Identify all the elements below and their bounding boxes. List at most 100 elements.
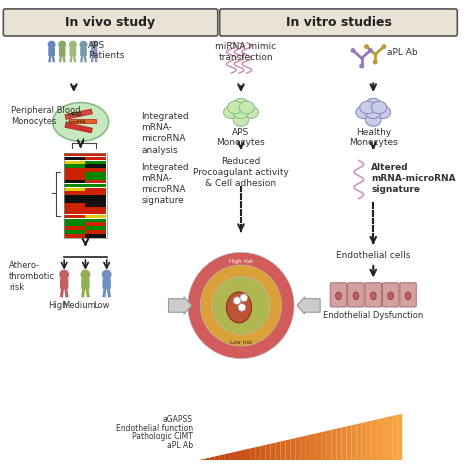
Bar: [64, 176, 85, 180]
Polygon shape: [235, 451, 240, 460]
Bar: [85, 222, 106, 226]
Text: Athero-
thrombotic
risk: Athero- thrombotic risk: [9, 261, 55, 292]
FancyBboxPatch shape: [365, 283, 382, 307]
Text: aPL Ab: aPL Ab: [387, 48, 418, 57]
Circle shape: [360, 64, 364, 68]
Text: Medium: Medium: [62, 300, 96, 310]
Polygon shape: [382, 417, 387, 460]
Circle shape: [91, 41, 97, 48]
Bar: [64, 164, 85, 168]
Bar: [85, 180, 106, 183]
Bar: [64, 172, 85, 176]
Polygon shape: [291, 438, 296, 460]
Bar: [85, 226, 106, 230]
Polygon shape: [270, 443, 275, 460]
Polygon shape: [204, 458, 210, 460]
Text: In vivo study: In vivo study: [65, 16, 155, 29]
Bar: [85, 211, 106, 214]
Ellipse shape: [388, 292, 393, 300]
Circle shape: [60, 271, 68, 279]
Bar: [64, 226, 85, 230]
Bar: [64, 157, 85, 161]
FancyBboxPatch shape: [48, 47, 55, 56]
Polygon shape: [392, 415, 397, 460]
Text: miRNA mimic
transfection: miRNA mimic transfection: [215, 42, 276, 62]
FancyBboxPatch shape: [59, 47, 65, 56]
Bar: [64, 195, 85, 199]
Ellipse shape: [336, 292, 341, 300]
Polygon shape: [311, 433, 316, 460]
Circle shape: [351, 49, 355, 52]
Text: Integrated
mRNA-
microRNA
analysis: Integrated mRNA- microRNA analysis: [141, 112, 189, 154]
Polygon shape: [362, 422, 367, 460]
FancyBboxPatch shape: [219, 9, 457, 36]
FancyBboxPatch shape: [91, 47, 98, 56]
Polygon shape: [306, 434, 311, 460]
Ellipse shape: [365, 114, 381, 126]
Polygon shape: [219, 454, 225, 460]
Ellipse shape: [360, 101, 375, 114]
Circle shape: [59, 41, 65, 48]
Polygon shape: [200, 459, 204, 460]
Ellipse shape: [405, 292, 411, 300]
Polygon shape: [372, 419, 377, 460]
Bar: [85, 199, 106, 203]
Polygon shape: [65, 123, 92, 133]
Circle shape: [212, 277, 270, 335]
Ellipse shape: [370, 292, 376, 300]
Ellipse shape: [365, 98, 381, 111]
Circle shape: [80, 41, 87, 48]
Polygon shape: [225, 453, 230, 460]
Bar: [64, 168, 85, 172]
Text: Altered
mRNA-microRNA
signature: Altered mRNA-microRNA signature: [371, 162, 456, 194]
Circle shape: [81, 271, 90, 279]
Text: Pathologic CIMT: Pathologic CIMT: [132, 432, 192, 441]
Bar: [64, 188, 85, 191]
Polygon shape: [210, 457, 215, 460]
Polygon shape: [245, 448, 250, 460]
Text: aGAPSS: aGAPSS: [163, 415, 192, 424]
Ellipse shape: [233, 106, 249, 118]
Text: High: High: [48, 300, 67, 310]
Polygon shape: [286, 439, 291, 460]
Ellipse shape: [233, 114, 249, 126]
Polygon shape: [316, 432, 321, 460]
Text: Peripheral Blood
Monocytes: Peripheral Blood Monocytes: [11, 106, 81, 126]
Polygon shape: [387, 416, 392, 460]
Ellipse shape: [239, 101, 255, 114]
Polygon shape: [260, 445, 265, 460]
Bar: [64, 215, 85, 218]
Bar: [64, 180, 85, 183]
Text: Low risk: Low risk: [230, 340, 252, 345]
Bar: [85, 207, 106, 211]
Polygon shape: [230, 452, 235, 460]
FancyBboxPatch shape: [330, 283, 346, 307]
Text: In vitro studies: In vitro studies: [285, 16, 392, 29]
Polygon shape: [69, 118, 96, 124]
Bar: [64, 230, 85, 234]
Text: aPL Ab: aPL Ab: [166, 441, 192, 450]
Polygon shape: [255, 446, 260, 460]
Text: Endothelial Dysfunction: Endothelial Dysfunction: [323, 311, 423, 320]
Circle shape: [240, 294, 248, 301]
Polygon shape: [240, 450, 245, 460]
Circle shape: [238, 304, 246, 311]
Text: Integrated
mRNA-
microRNA
signature: Integrated mRNA- microRNA signature: [141, 162, 189, 205]
FancyBboxPatch shape: [347, 283, 364, 307]
Ellipse shape: [371, 101, 387, 114]
Polygon shape: [250, 447, 255, 460]
Circle shape: [233, 297, 241, 305]
Polygon shape: [356, 423, 362, 460]
Polygon shape: [321, 431, 326, 460]
Bar: [85, 172, 106, 176]
Ellipse shape: [53, 102, 109, 141]
Ellipse shape: [353, 292, 359, 300]
Circle shape: [369, 49, 372, 52]
Bar: [85, 161, 106, 164]
Bar: [85, 191, 106, 195]
Bar: [85, 215, 106, 218]
FancyBboxPatch shape: [3, 9, 218, 36]
Circle shape: [365, 45, 368, 48]
Polygon shape: [301, 436, 306, 460]
Bar: [85, 234, 106, 238]
